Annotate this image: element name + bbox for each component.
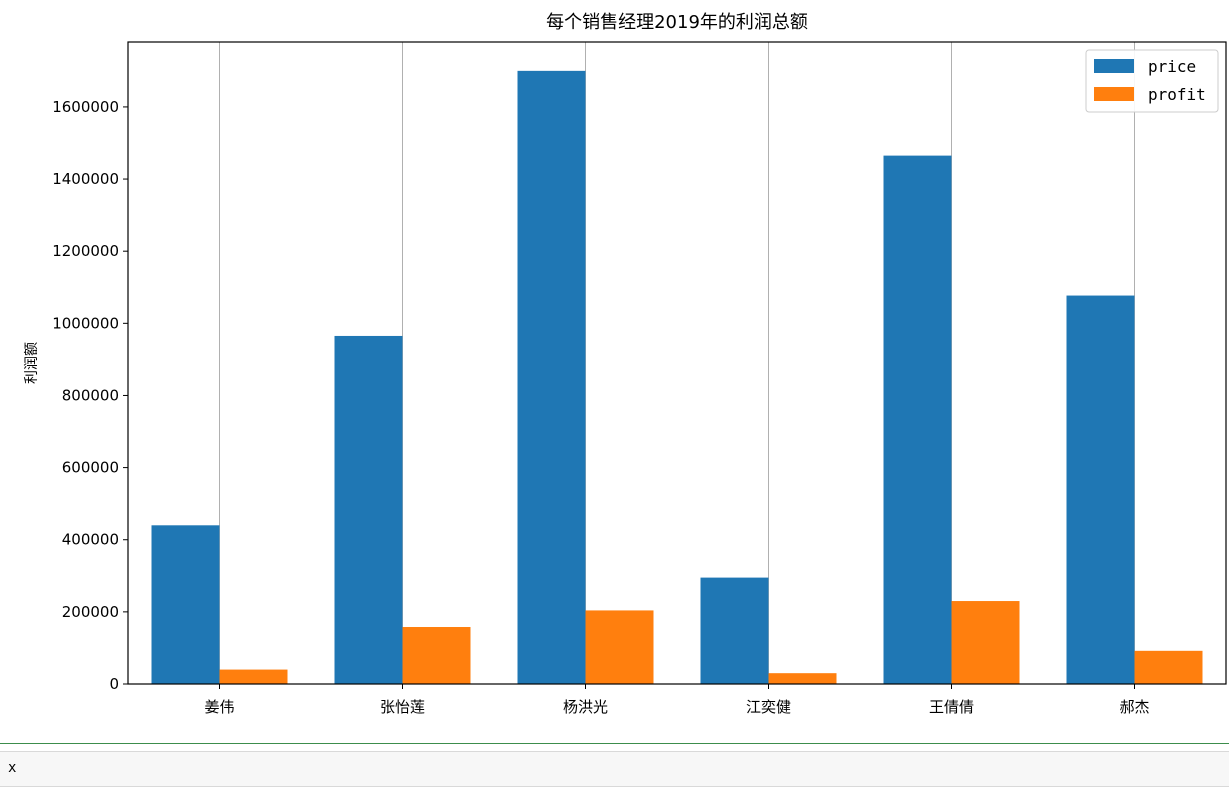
plot-frame xyxy=(127,41,1227,685)
y-tick-label: 1600000 xyxy=(52,98,119,116)
y-tick-label: 400000 xyxy=(62,531,119,549)
chart-title: 每个销售经理2019年的利润总额 xyxy=(546,12,808,33)
x-tick-label: 王倩倩 xyxy=(929,698,974,716)
bar-price xyxy=(151,525,220,684)
bar-profit xyxy=(951,601,1020,684)
code-cell-text: x xyxy=(8,760,17,776)
legend: price profit xyxy=(1085,49,1219,113)
legend-swatch-price xyxy=(1094,59,1134,73)
code-cell[interactable]: x xyxy=(0,751,1229,787)
y-tick-label: 0 xyxy=(109,675,119,693)
x-tick-label: 姜伟 xyxy=(204,698,234,716)
bar-price xyxy=(700,577,769,684)
y-axis-label: 利润额 xyxy=(24,342,40,384)
legend-label-price: price xyxy=(1148,57,1196,76)
chart-area: 每个销售经理2019年的利润总额 利润额 姜伟 张怡莲 杨洪光 江奕健 王倩倩 郝杰 0 20… xyxy=(24,12,1227,716)
bar-profit xyxy=(219,669,288,684)
bar-price xyxy=(517,70,586,684)
bar-profit xyxy=(768,673,837,684)
bar-price xyxy=(883,155,952,684)
x-tick-label: 郝杰 xyxy=(1119,698,1149,716)
y-tick-label: 1200000 xyxy=(52,242,119,260)
bar-profit xyxy=(402,627,471,684)
bars xyxy=(151,70,1203,684)
y-tick-label: 200000 xyxy=(62,603,119,621)
y-tick-label: 1000000 xyxy=(52,314,119,332)
cell-divider xyxy=(0,743,1229,744)
legend-label-profit: profit xyxy=(1148,85,1206,104)
bar-price xyxy=(334,335,403,684)
y-tick-label: 1400000 xyxy=(52,170,119,188)
bar-price xyxy=(1066,295,1135,684)
x-tick-label: 杨洪光 xyxy=(563,698,608,716)
legend-swatch-profit xyxy=(1094,87,1134,101)
bar-profit xyxy=(1134,650,1203,684)
y-tick-label: 800000 xyxy=(62,386,119,404)
bar-profit xyxy=(585,610,654,684)
y-tick-label: 600000 xyxy=(62,459,119,477)
bar-chart: 每个销售经理2019年的利润总额 利润额 姜伟 张怡莲 杨洪光 江奕健 王倩倩 郝杰 0 20… xyxy=(24,12,1227,716)
x-tick-label: 张怡莲 xyxy=(380,698,425,716)
x-tick-label: 江奕健 xyxy=(746,698,791,716)
axes: 姜伟 张怡莲 杨洪光 江奕健 王倩倩 郝杰 0 200000 400000 600000 80000… xyxy=(52,41,1227,716)
